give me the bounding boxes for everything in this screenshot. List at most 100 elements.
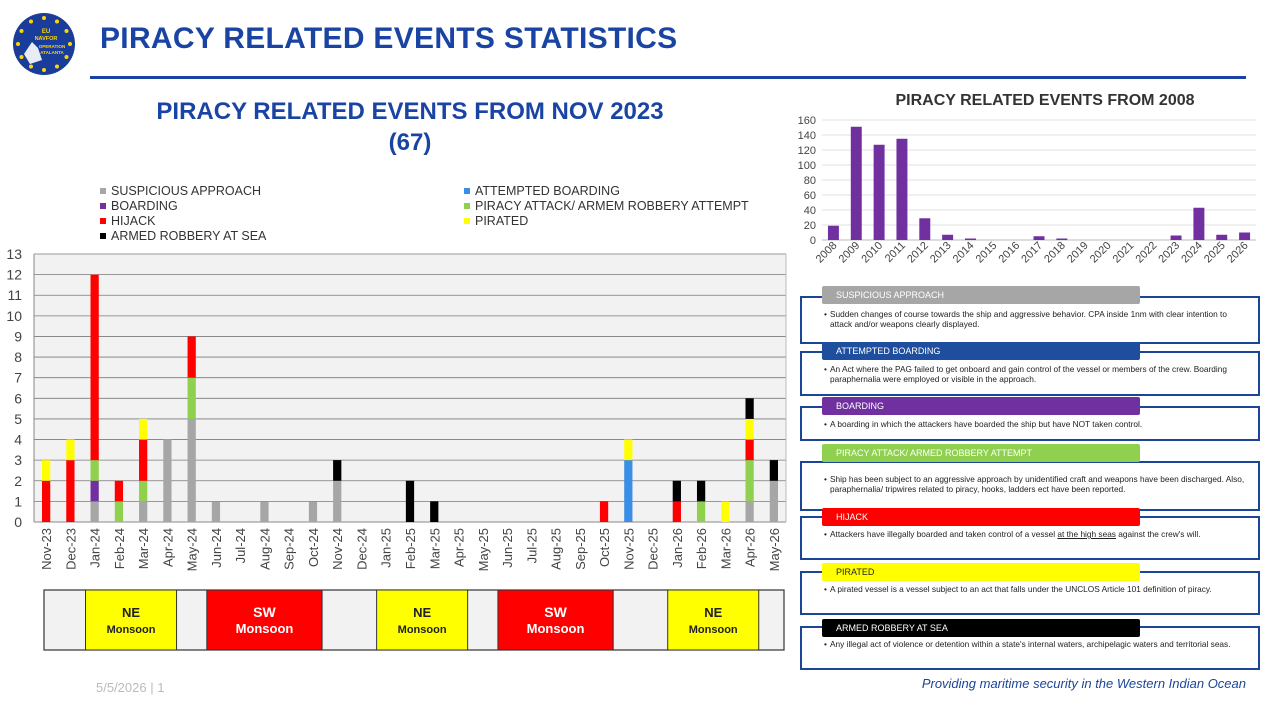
bar-segment: [139, 418, 148, 440]
bar-segment: [139, 439, 148, 481]
legend-entry: BOARDING: [100, 199, 178, 213]
x-tick-label: Apr-26: [743, 528, 758, 567]
y-tick-label: 0: [810, 235, 816, 247]
y-tick-label: 11: [7, 287, 22, 303]
bar-segment: [308, 501, 318, 522]
bar-segment: [90, 274, 99, 461]
x-tick-label: 2020: [1088, 240, 1114, 266]
bar-segment: [260, 501, 269, 522]
x-tick-label: Dec-24: [354, 528, 369, 570]
legend-label: ATTEMPTED BOARDING: [475, 184, 620, 198]
x-tick-label: Mar-26: [718, 528, 733, 569]
definition-text: An Act where the PAG failed to get onboa…: [802, 353, 1258, 389]
monsoon-label-2: Monsoon: [527, 621, 585, 636]
y-tick-label: 80: [804, 175, 816, 187]
y-tick-label: 1: [14, 493, 22, 509]
x-tick-label: Sep-24: [282, 528, 297, 570]
x-tick-label: Nov-23: [39, 528, 54, 570]
definition-box: Ship has been subject to an aggressive a…: [800, 461, 1260, 511]
monsoon-box: [376, 589, 469, 651]
bar-segment: [211, 501, 221, 522]
legend-swatch: [464, 187, 470, 194]
bar: [850, 126, 862, 240]
definition-text: A boarding in which the attackers have b…: [802, 408, 1258, 434]
x-tick-label: May-25: [476, 528, 491, 571]
bar-segment: [745, 439, 754, 461]
y-tick-label: 20: [804, 220, 816, 232]
bar-segment: [599, 501, 609, 522]
definition-text: Sudden changes of course towards the shi…: [802, 298, 1258, 334]
x-tick-label: May-26: [767, 528, 782, 571]
yearly-bar-chart: 0204060801001201401602008200920102011201…: [798, 115, 1256, 266]
bar: [896, 138, 908, 240]
x-tick-label: 2024: [1179, 240, 1205, 266]
bar: [1170, 235, 1182, 240]
main-chart-title-line2: (67): [388, 129, 432, 156]
definition-label: BOARDING: [822, 397, 1140, 415]
x-tick-label: 2009: [837, 240, 863, 266]
plot-area: [34, 254, 786, 522]
monsoon-box: [497, 589, 614, 651]
bar-segment: [769, 480, 778, 522]
monsoon-label-1: NE: [704, 605, 722, 620]
definition-label: ARMED ROBBERY AT SEA: [822, 619, 1140, 637]
x-tick-label: Nov-25: [621, 528, 636, 570]
legend-entry: PIRACY ATTACK/ ARMEM ROBBERY ATTEMPT: [464, 199, 749, 213]
definition-label: PIRACY ATTACK/ ARMED ROBBERY ATTEMPT: [822, 444, 1140, 462]
svg-text:NAVFOR: NAVFOR: [35, 36, 58, 42]
x-tick-label: Jun-24: [209, 528, 224, 568]
y-tick-label: 12: [6, 267, 22, 283]
legend-swatch: [100, 187, 106, 194]
legend-entry: ATTEMPTED BOARDING: [464, 184, 620, 198]
legend-swatch: [100, 202, 106, 209]
bar-segment: [139, 501, 148, 522]
bar: [1193, 207, 1205, 240]
x-tick-label: Mar-24: [136, 528, 151, 569]
svg-text:ATALANTA: ATALANTA: [40, 50, 64, 55]
x-tick-label: Apr-24: [160, 528, 175, 567]
bar: [964, 238, 976, 240]
x-tick-label: Jun-25: [500, 528, 515, 568]
monsoon-label-2: Monsoon: [689, 624, 738, 636]
y-tick-label: 4: [14, 432, 22, 448]
title-divider: [90, 76, 1246, 79]
bar-segment: [745, 418, 754, 440]
y-tick-label: 120: [798, 145, 816, 157]
x-tick-label: Aug-24: [257, 528, 272, 570]
bar-segment: [430, 501, 439, 522]
definition-label: PIRATED: [822, 563, 1140, 581]
bar: [942, 234, 954, 240]
y-tick-label: 6: [14, 390, 22, 406]
legend-entry: ARMED ROBBERY AT SEA: [100, 229, 266, 243]
bar-segment: [745, 398, 754, 419]
bar-segment: [42, 460, 51, 481]
bar-segment: [90, 480, 99, 502]
legend-label: BOARDING: [111, 199, 178, 213]
monsoon-label-1: NE: [413, 605, 431, 620]
x-tick-label: Sep-25: [573, 528, 588, 570]
y-tick-label: 3: [14, 452, 22, 468]
bar-segment: [672, 480, 681, 502]
eu-stars-icon: [16, 16, 72, 72]
footer-tagline: Providing maritime security in the Weste…: [921, 676, 1246, 691]
svg-text:OPERATION: OPERATION: [39, 44, 65, 49]
bar-segment: [139, 480, 148, 502]
bar-segment: [333, 460, 342, 481]
y-tick-label: 10: [6, 308, 22, 324]
legend-swatch: [464, 202, 470, 209]
bar-segment: [624, 460, 633, 522]
x-tick-label: 2013: [928, 240, 954, 266]
x-tick-label: 2019: [1065, 240, 1091, 266]
bar: [827, 225, 839, 240]
bar-segment: [66, 460, 75, 522]
monsoon-label-1: SW: [253, 604, 276, 620]
yearly-chart-title: PIRACY RELATED EVENTS FROM 2008: [895, 92, 1195, 109]
y-tick-label: 9: [14, 328, 22, 344]
x-tick-label: Dec-25: [646, 528, 661, 570]
x-tick-label: Mar-25: [427, 528, 442, 569]
bar-segment: [90, 460, 99, 481]
x-tick-label: 2010: [859, 240, 885, 266]
legend-swatch: [100, 232, 106, 239]
